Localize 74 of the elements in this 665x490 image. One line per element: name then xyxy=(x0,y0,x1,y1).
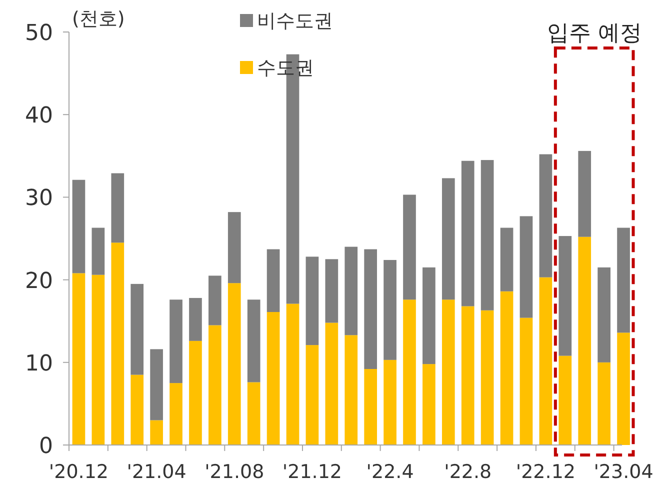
bar xyxy=(208,325,222,445)
bar xyxy=(247,300,260,382)
x-tick-label: '22.8 xyxy=(444,461,492,483)
bar xyxy=(539,277,552,445)
bar xyxy=(72,180,86,274)
bar xyxy=(461,306,474,445)
bar xyxy=(266,312,280,445)
bar xyxy=(111,173,124,243)
bar xyxy=(364,249,377,370)
bar xyxy=(578,150,592,237)
bar xyxy=(384,360,396,445)
x-tick-label: '21.08 xyxy=(204,461,264,483)
bar xyxy=(344,246,358,336)
bar xyxy=(150,420,163,445)
bar xyxy=(578,236,592,445)
legend-label: 비수도권 xyxy=(257,10,333,32)
bar xyxy=(480,160,494,310)
y-tick-label: 50 xyxy=(25,21,53,46)
bar xyxy=(617,332,630,445)
x-tick-label: '23.04 xyxy=(594,461,654,483)
y-tick-label: 10 xyxy=(25,351,53,376)
bar xyxy=(130,284,144,375)
bar xyxy=(558,356,572,445)
bar xyxy=(598,267,610,362)
bar xyxy=(520,216,533,318)
bar xyxy=(286,304,300,445)
bar xyxy=(170,383,182,445)
bar xyxy=(306,345,319,445)
bar xyxy=(480,310,494,445)
bar xyxy=(306,256,319,346)
bar xyxy=(500,228,514,292)
bar xyxy=(111,242,124,445)
bar xyxy=(520,318,533,445)
bar xyxy=(442,300,455,445)
bar xyxy=(92,228,105,275)
x-tick-label: '22.4 xyxy=(366,461,414,483)
bar xyxy=(247,382,260,445)
bar xyxy=(403,194,416,300)
bar xyxy=(92,274,105,445)
bar xyxy=(442,178,455,300)
bar xyxy=(130,374,144,445)
bar xyxy=(325,322,338,445)
annotation: 입주 예정 xyxy=(546,21,642,46)
bar xyxy=(422,267,436,364)
y-axis-title: (천호) xyxy=(72,8,125,30)
x-tick-label: '20.12 xyxy=(48,461,109,483)
y-tick-label: 0 xyxy=(39,434,53,459)
bar xyxy=(189,340,202,445)
bar xyxy=(228,212,241,284)
x-tick-label: '21.12 xyxy=(282,461,342,483)
bar xyxy=(189,298,202,341)
bar xyxy=(208,276,222,326)
x-tick-label: '21.04 xyxy=(126,461,186,483)
bar xyxy=(344,335,358,445)
bar xyxy=(150,349,163,420)
y-tick-label: 30 xyxy=(25,186,53,212)
bar xyxy=(558,236,572,356)
bar xyxy=(403,300,416,445)
bar xyxy=(598,362,610,445)
bar xyxy=(500,291,514,445)
y-tick-label: 20 xyxy=(25,268,53,294)
bar xyxy=(228,283,241,445)
bar xyxy=(422,364,436,445)
bar xyxy=(617,228,630,333)
bar xyxy=(384,260,396,360)
y-tick-label: 40 xyxy=(25,104,53,129)
bar xyxy=(364,369,377,445)
bar xyxy=(539,154,552,278)
bar xyxy=(266,249,280,312)
bar xyxy=(72,273,86,445)
bar xyxy=(461,160,474,306)
x-tick-label: '22.12 xyxy=(516,461,576,483)
bar xyxy=(325,259,338,323)
bar xyxy=(170,300,182,384)
